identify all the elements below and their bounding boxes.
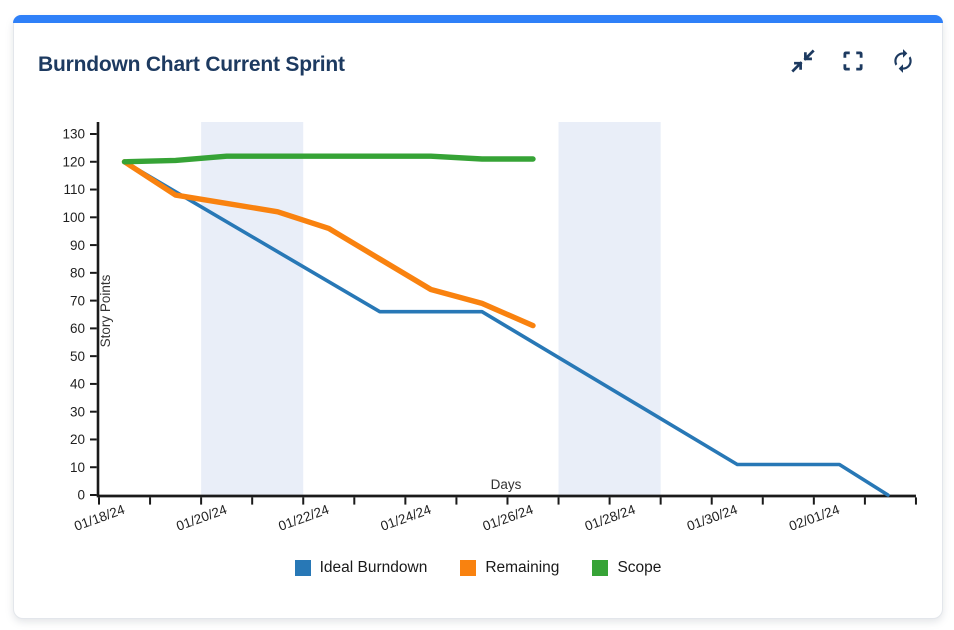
y-tick-label: 90 xyxy=(70,238,85,253)
y-tick-label: 60 xyxy=(70,321,85,336)
y-tick-label: 80 xyxy=(70,266,85,281)
page-title: Burndown Chart Current Sprint xyxy=(38,53,345,76)
fullscreen-icon xyxy=(842,50,863,71)
legend-item-remaining[interactable]: Remaining xyxy=(460,559,559,577)
fullscreen-button[interactable] xyxy=(839,47,866,74)
legend-item-scope[interactable]: Scope xyxy=(592,559,661,577)
y-tick-label: 130 xyxy=(62,127,85,142)
weekend-band xyxy=(201,122,304,496)
x-tick-label: 01/30/24 xyxy=(685,502,740,534)
legend-label: Remaining xyxy=(485,559,560,576)
legend-swatch-icon xyxy=(592,560,609,576)
chart-area: 0 10 20 30 40 50 60 70 80 90 100 110 120 130 01/18/24 0… xyxy=(14,16,942,618)
collapse-button[interactable] xyxy=(789,47,816,74)
x-tick-label: 01/22/24 xyxy=(276,502,331,534)
burndown-widget-card: Burndown Chart Current Sprint 0 10 20 30 40 5… xyxy=(13,15,943,619)
burndown-chart-canvas[interactable]: 0 10 20 30 40 50 60 70 80 90 100 110 120 130 01/18/24 0… xyxy=(14,16,942,618)
y-axis-title: Story Points xyxy=(98,274,113,347)
x-tick-label: 01/28/24 xyxy=(583,502,638,534)
legend-label: Ideal Burndown xyxy=(319,559,428,576)
widget-toolbar xyxy=(789,47,916,74)
refresh-button[interactable] xyxy=(889,47,916,74)
x-tick-label: 01/18/24 xyxy=(72,502,127,534)
series-ideal-burndown xyxy=(122,160,890,497)
x-tick-label: 01/26/24 xyxy=(481,502,536,534)
y-tick-label: 110 xyxy=(63,182,85,197)
y-tick-label: 30 xyxy=(70,404,85,419)
legend-item-ideal-burndown[interactable]: Ideal Burndown xyxy=(294,559,428,577)
y-tick-label: 120 xyxy=(62,154,85,169)
x-axis-title: Days xyxy=(491,477,522,492)
weekend-band xyxy=(558,122,661,496)
legend-swatch-icon xyxy=(294,560,311,576)
legend-swatch-icon xyxy=(460,560,477,576)
series-scope xyxy=(121,153,536,165)
y-tick-label: 70 xyxy=(70,293,85,308)
x-tick-label: 02/01/24 xyxy=(787,502,842,534)
y-tick-label: 0 xyxy=(77,488,85,503)
collapse-icon xyxy=(790,49,815,72)
refresh-icon xyxy=(893,48,912,73)
y-tick-label: 10 xyxy=(70,460,85,475)
y-tick-label: 50 xyxy=(70,349,85,364)
y-tick-label: 100 xyxy=(62,210,85,225)
series-remaining xyxy=(121,159,536,329)
legend-label: Scope xyxy=(617,559,662,576)
x-tick-label: 01/24/24 xyxy=(379,502,434,534)
x-tick-label: 01/20/24 xyxy=(174,502,229,534)
chart-legend: Ideal Burndown Remaining Scope xyxy=(14,559,942,577)
y-tick-label: 20 xyxy=(70,432,85,447)
y-tick-label: 40 xyxy=(70,377,85,392)
card-accent-bar xyxy=(13,15,943,23)
